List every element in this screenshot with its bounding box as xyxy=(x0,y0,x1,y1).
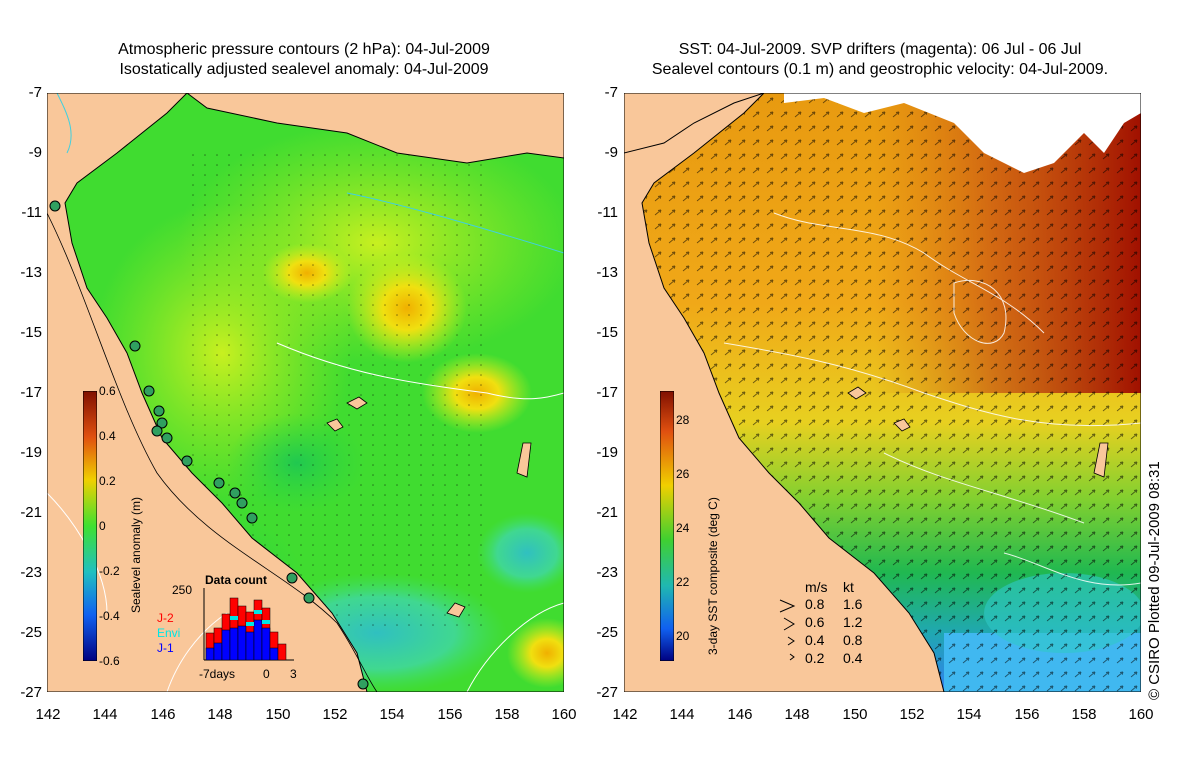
copyright-note: © CSIRO Plotted 09-Jul-2009 08:31 xyxy=(1146,461,1163,700)
sst-colorbar xyxy=(660,391,674,661)
y-tick-label: -11 xyxy=(597,204,618,221)
x-tick-label: 156 xyxy=(1014,706,1040,723)
y-tick-label: -25 xyxy=(20,624,42,641)
png-landmass xyxy=(186,93,564,164)
x-tick-label: 156 xyxy=(437,706,463,723)
sst-cb-tick: 22 xyxy=(676,575,690,589)
y-tick-label: -27 xyxy=(20,684,42,701)
histogram-xlabel-end: 3 xyxy=(290,667,297,681)
velocity-arrows xyxy=(779,599,796,661)
left-title-line1: Atmospheric pressure contours (2 hPa): 0… xyxy=(118,41,490,58)
sla-colorbar-label: Sealevel anomaly (m) xyxy=(129,496,143,613)
data-count-title: Data count xyxy=(205,573,268,587)
australia-landmass xyxy=(47,93,368,692)
x-tick-label: 144 xyxy=(92,706,118,723)
y-tick-label: -21 xyxy=(596,504,618,521)
sst-map: 28 26 24 22 20 3-day SST composite (deg … xyxy=(624,93,1141,692)
left-title-line2: Isostatically adjusted sealevel anomaly:… xyxy=(119,61,489,78)
velocity-ms-value: 0.4 xyxy=(805,632,825,648)
sst-colorbar-label: 3-day SST composite (deg C) xyxy=(706,497,720,655)
x-tick-label: 150 xyxy=(265,706,291,723)
x-tick-label: 152 xyxy=(899,706,925,723)
x-tick-label: 142 xyxy=(612,706,638,723)
velocity-kt-value: 1.2 xyxy=(843,614,863,630)
y-tick-label: -13 xyxy=(20,264,42,281)
australia-landmass xyxy=(624,93,945,692)
sst-cb-tick: 20 xyxy=(676,629,690,643)
sst-cb-tick: 24 xyxy=(676,521,690,535)
x-tick-label: 154 xyxy=(379,706,405,723)
y-tick-label: -21 xyxy=(20,504,42,521)
velocity-ms-value: 0.8 xyxy=(805,596,825,612)
x-tick-label: 150 xyxy=(842,706,868,723)
y-tick-label: -15 xyxy=(20,324,42,341)
y-tick-label: -17 xyxy=(596,384,618,401)
y-tick-label: -15 xyxy=(596,324,618,341)
x-tick-label: 154 xyxy=(956,706,982,723)
sla-cb-tick: -0.6 xyxy=(99,654,120,668)
velocity-header-kt: kt xyxy=(843,579,854,595)
y-tick-label: -13 xyxy=(596,264,618,281)
y-tick-label: -9 xyxy=(604,144,618,161)
y-tick-label: -11 xyxy=(21,204,42,221)
y-tick-label: -17 xyxy=(20,384,42,401)
y-tick-label: -25 xyxy=(596,624,618,641)
y-tick-label: -23 xyxy=(596,564,618,581)
y-tick-label: -9 xyxy=(28,144,42,161)
x-tick-label: 142 xyxy=(35,706,61,723)
sla-cb-tick: 0.2 xyxy=(99,474,116,488)
histogram-xlabel-zero: 0 xyxy=(263,667,270,681)
y-tick-label: -7 xyxy=(28,84,42,101)
sla-cb-tick: 0.6 xyxy=(99,384,116,398)
x-tick-label: 144 xyxy=(669,706,695,723)
legend-j2: J-2 xyxy=(157,611,174,625)
velocity-ms-value: 0.6 xyxy=(805,614,825,630)
velocity-kt-value: 1.6 xyxy=(843,596,863,612)
x-tick-label: 146 xyxy=(727,706,753,723)
x-tick-label: 160 xyxy=(551,706,577,723)
y-tick-label: -19 xyxy=(20,444,42,461)
x-tick-label: 146 xyxy=(150,706,176,723)
y-tick-label: -27 xyxy=(596,684,618,701)
data-count-ymax: 250 xyxy=(172,583,193,597)
velocity-header-ms: m/s xyxy=(805,579,828,595)
histogram-xlabel-start: -7days xyxy=(199,667,236,681)
y-tick-label: -23 xyxy=(20,564,42,581)
y-tick-label: -19 xyxy=(596,444,618,461)
cloud-mask xyxy=(784,93,1141,173)
x-tick-label: 158 xyxy=(494,706,520,723)
left-map-title: Atmospheric pressure contours (2 hPa): 0… xyxy=(48,40,560,80)
x-tick-label: 160 xyxy=(1128,706,1154,723)
png-landmass xyxy=(624,93,765,154)
sla-cb-tick: -0.4 xyxy=(99,609,120,623)
sst-cb-tick: 26 xyxy=(676,467,690,481)
right-title-line2: Sealevel contours (0.1 m) and geostrophi… xyxy=(651,61,1109,78)
y-tick-label: -7 xyxy=(604,84,618,101)
velocity-kt-value: 0.4 xyxy=(843,650,863,666)
x-tick-label: 158 xyxy=(1071,706,1097,723)
legend-envi: Envi xyxy=(157,626,181,640)
velocity-ms-value: 0.2 xyxy=(805,650,825,666)
sst-cb-tick: 28 xyxy=(676,413,690,427)
sla-cb-tick: 0.4 xyxy=(99,429,116,443)
tide-gauge-markers xyxy=(49,200,369,690)
x-tick-label: 148 xyxy=(207,706,233,723)
sla-cb-tick: -0.2 xyxy=(99,564,120,578)
right-map-title: SST: 04-Jul-2009. SVP drifters (magenta)… xyxy=(600,40,1160,80)
sla-cb-tick: 0 xyxy=(99,519,106,533)
x-tick-label: 152 xyxy=(322,706,348,723)
data-count-histogram xyxy=(203,588,294,661)
sealevel-anomaly-map: 0.6 0.4 0.2 0 -0.2 -0.4 -0.6 Sealevel an… xyxy=(47,93,564,692)
right-title-line1: SST: 04-Jul-2009. SVP drifters (magenta)… xyxy=(678,41,1082,58)
x-tick-label: 148 xyxy=(784,706,810,723)
velocity-kt-value: 0.8 xyxy=(843,632,863,648)
sla-colorbar xyxy=(83,391,97,661)
legend-j1: J-1 xyxy=(157,641,174,655)
